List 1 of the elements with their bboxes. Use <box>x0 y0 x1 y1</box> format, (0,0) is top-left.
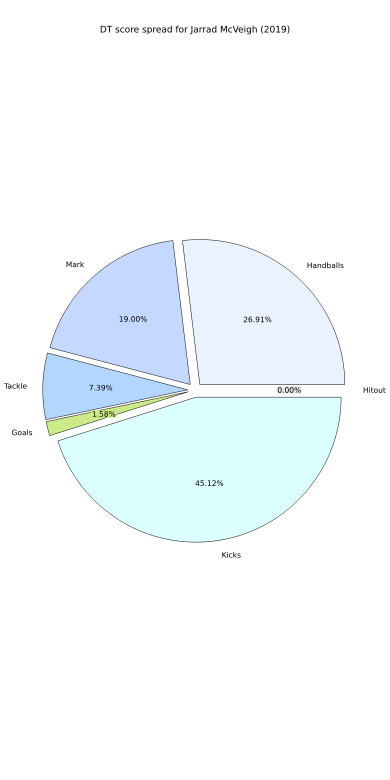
chart-title: DT score spread for Jarrad McVeigh (2019) <box>100 26 290 34</box>
